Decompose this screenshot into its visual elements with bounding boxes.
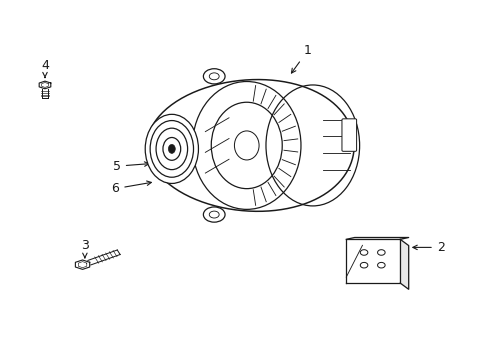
Text: 6: 6	[111, 181, 151, 195]
Polygon shape	[399, 239, 408, 289]
Polygon shape	[346, 239, 399, 283]
Text: 3: 3	[81, 239, 89, 258]
Text: 4: 4	[41, 59, 49, 77]
Text: 5: 5	[113, 160, 149, 173]
Ellipse shape	[156, 128, 187, 170]
Text: 2: 2	[412, 241, 444, 254]
Ellipse shape	[203, 207, 224, 222]
Ellipse shape	[203, 69, 224, 84]
FancyBboxPatch shape	[341, 119, 356, 151]
Ellipse shape	[163, 138, 181, 160]
Ellipse shape	[168, 144, 175, 153]
Text: 1: 1	[291, 44, 311, 73]
Polygon shape	[346, 238, 408, 239]
Ellipse shape	[150, 121, 193, 177]
Polygon shape	[39, 81, 51, 89]
Polygon shape	[75, 260, 89, 269]
Ellipse shape	[145, 114, 198, 184]
